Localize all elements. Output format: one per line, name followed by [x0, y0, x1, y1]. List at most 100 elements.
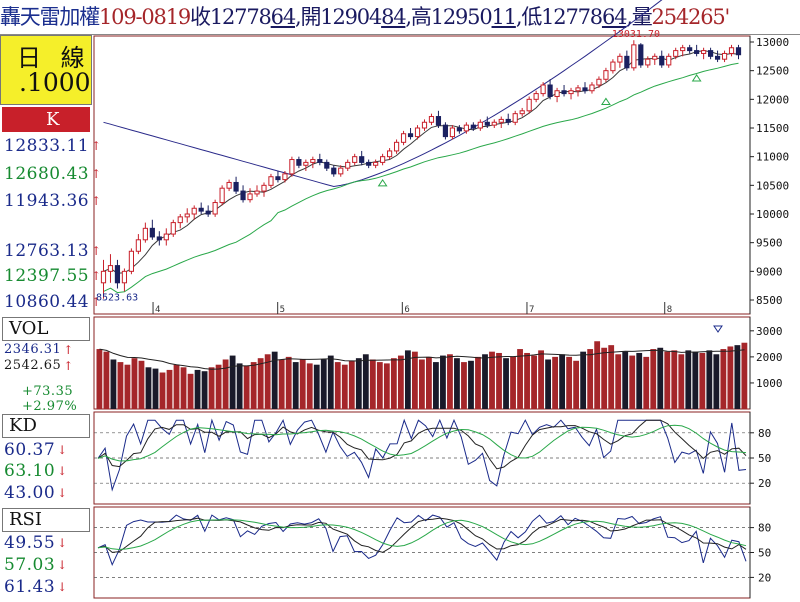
unit-label: .1000	[19, 68, 91, 97]
y-tick-label-rsi: 50	[758, 547, 771, 560]
rsi-pane-label[interactable]: RSI	[2, 508, 90, 532]
rsi-value-1: 49.55 ↓	[4, 533, 68, 553]
volume-bar	[594, 341, 601, 409]
volume-bar	[208, 367, 215, 409]
ma-mid-line	[103, 62, 739, 294]
volume-bar	[447, 354, 453, 409]
volume-bar	[250, 362, 257, 409]
candle-body	[470, 124, 476, 129]
candle-body	[366, 161, 372, 166]
low-label: ,低	[515, 5, 542, 29]
candle-body	[484, 121, 490, 126]
up-arrow-icon: ↑	[91, 244, 102, 258]
up-arrow-icon: ↑	[63, 343, 74, 357]
candle-body	[254, 190, 260, 195]
up-arrow-icon: ↑	[63, 359, 74, 373]
volume-bar	[601, 347, 608, 409]
candle-body	[303, 161, 309, 166]
volume-bar	[334, 362, 341, 409]
volume-bar	[531, 355, 537, 409]
candle-body	[407, 133, 414, 138]
candle-body	[721, 52, 728, 60]
k-value-6: 10860.44 ↑	[4, 292, 102, 312]
k-value-4: 12763.13 ↑	[4, 241, 102, 261]
volume-bar	[355, 358, 362, 409]
x-tick-label: 8	[667, 305, 672, 315]
candle-body	[519, 110, 525, 115]
candle-body	[512, 113, 518, 123]
quote-date: 109-0819	[99, 5, 191, 29]
volume-bar	[720, 349, 727, 409]
y-tick-label-price: 8500	[756, 294, 783, 307]
candle-body	[114, 265, 121, 284]
volume-bar	[257, 358, 264, 409]
candle-body	[421, 121, 428, 129]
volume-bar	[327, 355, 334, 409]
candle-body	[435, 116, 442, 126]
candle-body	[359, 156, 365, 163]
up-arrow-icon: ↑	[91, 194, 102, 208]
volume-bar	[517, 349, 523, 409]
osc-line-slow-rsi	[97, 519, 747, 551]
kd-pane-label[interactable]: KD	[2, 414, 90, 438]
candle-body	[610, 61, 616, 72]
candle-body	[240, 190, 246, 201]
candle-body	[100, 270, 107, 284]
volume-bar	[341, 364, 348, 409]
candle-body	[107, 265, 114, 272]
candle-body	[387, 150, 393, 158]
candle-body	[149, 227, 155, 238]
volume-bar	[348, 360, 355, 409]
candle-body	[631, 44, 637, 69]
candle-body	[226, 181, 232, 189]
volume-bar	[292, 362, 299, 409]
candle-body	[624, 55, 630, 69]
volume-bar	[418, 359, 425, 409]
y-tick-label-kd: 20	[758, 477, 771, 490]
volume-bar	[454, 358, 460, 409]
rsi-value-3: 61.43 ↓	[4, 577, 68, 597]
candle-body	[121, 270, 128, 284]
vol-pane-label[interactable]: VOL	[2, 317, 90, 341]
candle-body	[575, 87, 581, 92]
vol-change-pct: +2.97%	[22, 399, 78, 414]
down-arrow-icon: ↓	[57, 464, 68, 478]
volume-bar	[306, 363, 313, 409]
volume-bar	[426, 356, 432, 409]
volume-bar	[573, 360, 580, 409]
k-value-3: 11943.36 ↑	[4, 191, 102, 211]
volume-bar	[131, 358, 138, 409]
candle-body	[714, 55, 721, 60]
candle-body	[163, 233, 169, 241]
ma-short-line	[103, 50, 739, 274]
volume-bar	[622, 351, 629, 409]
y-tick-label-rsi: 20	[758, 571, 771, 584]
y-tick-label-price: 11500	[756, 122, 789, 135]
volume-bar	[159, 372, 166, 409]
down-arrow-icon: ↓	[57, 580, 68, 594]
kd-value-1: 60.37 ↓	[4, 440, 68, 460]
volume-bar	[538, 350, 544, 409]
pane-frame-price	[93, 35, 751, 315]
volume-bar	[243, 366, 250, 409]
k-pane-label[interactable]: K	[2, 107, 90, 132]
candle-body	[728, 47, 735, 54]
k-value-5: 12397.55 ↑	[4, 266, 102, 286]
volume-bar	[96, 349, 103, 409]
volume-bar	[503, 358, 509, 409]
volume-bar	[369, 359, 376, 409]
period-box[interactable]: 日 線 .1000	[0, 35, 92, 105]
volume-bar	[138, 360, 145, 409]
candle-body	[491, 121, 497, 126]
candle-body	[617, 55, 623, 63]
volume-bar	[671, 350, 678, 409]
up-arrow-icon: ↑	[91, 167, 102, 181]
candle-body	[701, 50, 707, 54]
volume-bar	[461, 362, 467, 409]
y-tick-label-price: 9500	[756, 237, 783, 250]
candle-body	[680, 47, 686, 52]
volume-bar	[559, 354, 566, 409]
volume-bar	[741, 342, 748, 409]
